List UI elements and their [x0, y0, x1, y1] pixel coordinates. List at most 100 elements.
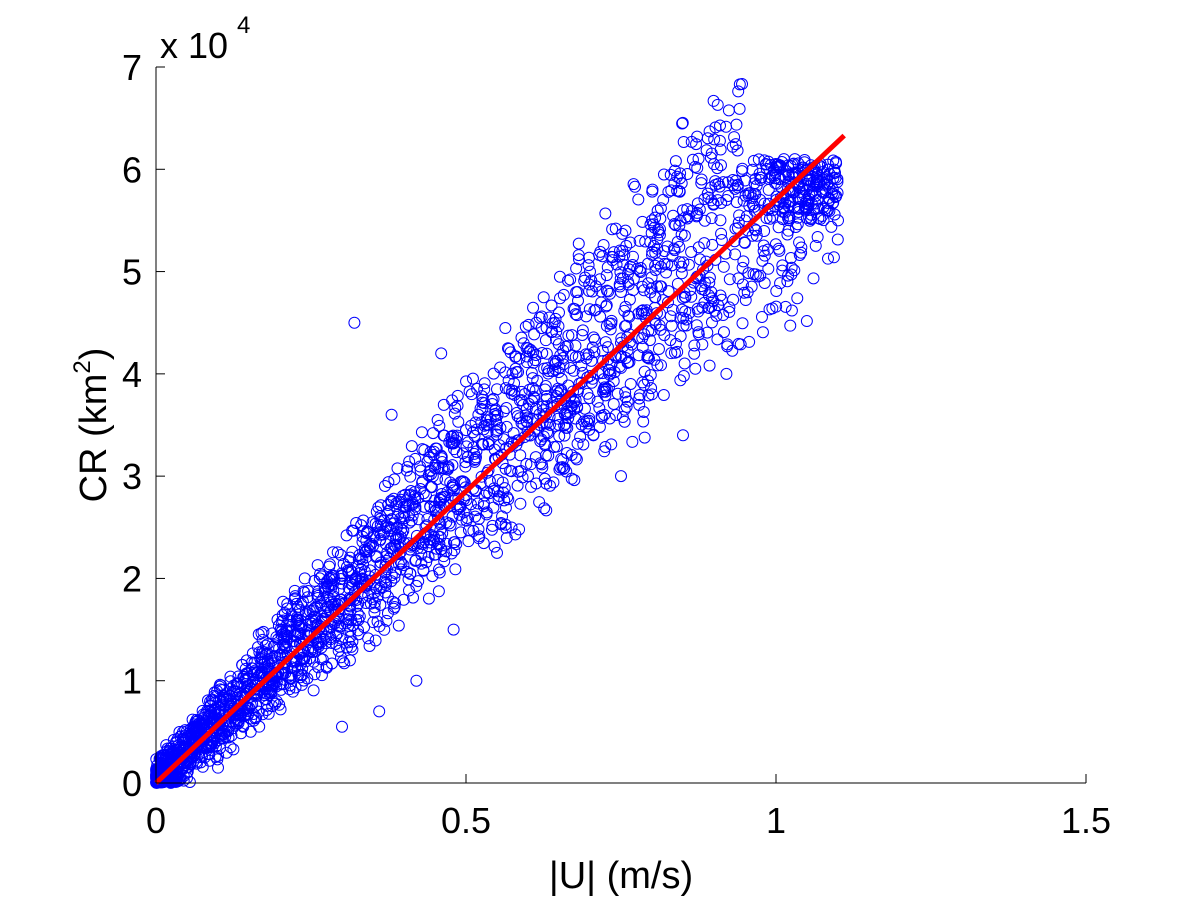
scatter-point [500, 420, 513, 433]
scatter-point [620, 239, 633, 252]
scatter-point [438, 429, 451, 442]
scatter-point [449, 434, 462, 447]
scatter-point [818, 177, 831, 190]
scatter-point [677, 256, 690, 269]
scatter-point [538, 472, 551, 485]
scatter-point [709, 178, 722, 191]
scatter-point [636, 215, 649, 228]
scatter-point [340, 529, 353, 542]
scatter-point [712, 299, 725, 312]
scatter-point [448, 436, 461, 449]
scatter-point [561, 421, 574, 434]
scatter-point [661, 240, 674, 253]
scatter-point [320, 577, 333, 590]
scatter-point [620, 400, 633, 413]
scatter-point [174, 741, 187, 754]
scatter-point [604, 323, 617, 336]
scatter-point [566, 349, 579, 362]
scatter-point [597, 354, 610, 367]
scatter-point [515, 416, 528, 429]
scatter-point [491, 546, 503, 559]
scatter-point [222, 698, 235, 711]
scatter-point [750, 224, 763, 237]
scatter-point [388, 473, 401, 486]
scatter-point [643, 334, 656, 347]
scatter-point [608, 366, 621, 379]
scatter-point [440, 516, 453, 529]
scatter-point [431, 414, 444, 427]
scatter-point [303, 652, 316, 665]
scatter-point [782, 212, 795, 225]
scatter-point [739, 189, 752, 202]
scatter-point [553, 430, 566, 443]
scatter-point [505, 521, 518, 534]
scatter-point [418, 500, 431, 513]
scatter-point [791, 211, 804, 224]
scatter-point [588, 333, 601, 346]
y-tick-label: 4 [122, 354, 142, 395]
x-tick-label: 1.5 [1061, 800, 1111, 841]
scatter-point [704, 151, 717, 164]
scatter-point [480, 506, 493, 519]
y-axis-title-text: CR (km2) [69, 348, 115, 503]
scatter-point [690, 319, 703, 332]
scatter-point [434, 523, 447, 536]
scatter-point [178, 741, 191, 754]
scatter-point [298, 586, 311, 599]
scatter-point [262, 670, 275, 683]
scatter-point [642, 277, 655, 290]
scatter-point [446, 481, 459, 494]
scatter-point [526, 372, 539, 385]
scatter-point [432, 585, 445, 598]
scatter-point [346, 545, 359, 558]
scatter-point [188, 722, 201, 735]
scatter-point [756, 326, 769, 339]
scatter-point [545, 326, 558, 339]
scatter-point [572, 237, 585, 250]
scatter-point [521, 356, 534, 369]
scatter-point [681, 203, 694, 216]
scatter-point [176, 726, 189, 739]
scatter-point [543, 418, 556, 431]
scatter-point [261, 683, 274, 696]
scatter-point [587, 428, 600, 441]
scatter-point [642, 389, 655, 402]
scatter-point [452, 415, 465, 428]
scatter-point [205, 734, 218, 747]
scatter-point [477, 423, 490, 436]
scatter-point [746, 163, 759, 176]
y-tick-label: 5 [122, 252, 142, 293]
scatter-point [409, 500, 422, 513]
scatter-point [422, 592, 435, 605]
scatter-point [417, 536, 430, 549]
scatter-point [256, 708, 269, 721]
scatter-point [527, 301, 540, 314]
scatter-point [426, 470, 439, 483]
scatter-point [517, 337, 530, 350]
scatter-point [588, 346, 601, 359]
scatter-point [664, 168, 677, 181]
scatter-point [603, 317, 616, 330]
scatter-point [516, 471, 529, 484]
scatter-point [791, 218, 804, 231]
scatter-point [693, 203, 706, 216]
scatter-point [487, 367, 500, 380]
scatter-point [730, 196, 743, 209]
scatter-point [405, 440, 418, 453]
scatter-point [338, 657, 351, 670]
scatter-point [636, 280, 649, 293]
scatter-point [667, 209, 680, 222]
scatter-point [705, 316, 718, 329]
scatter-point [513, 523, 526, 536]
scatter-point [638, 365, 651, 378]
scatter-point [179, 724, 192, 737]
scatter-point [582, 348, 595, 361]
scatter-point [351, 607, 364, 620]
scatter-point [554, 292, 567, 305]
scatter-point [476, 396, 489, 409]
scatter-point [642, 325, 655, 338]
scatter-point [720, 367, 733, 380]
scatter-point [552, 338, 565, 351]
scatter-point [675, 177, 688, 190]
scatter-point [517, 418, 530, 431]
